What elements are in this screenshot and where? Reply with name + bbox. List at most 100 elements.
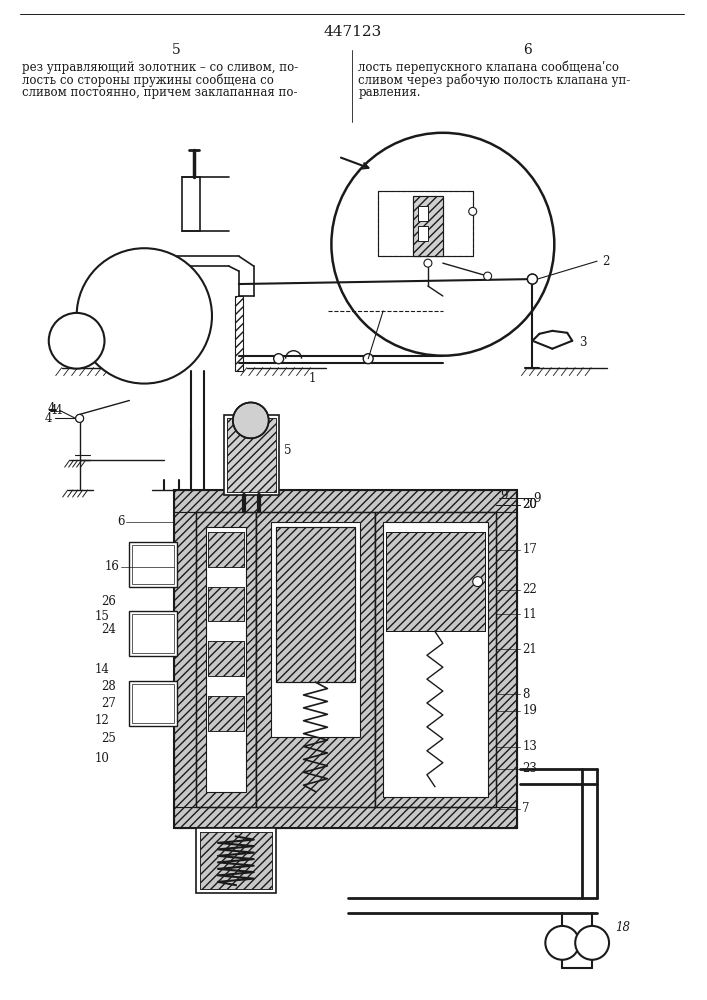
Bar bbox=[174, 512, 196, 807]
Text: 9: 9 bbox=[501, 489, 508, 502]
Text: сливом постоянно, причем заклапанная по-: сливом постоянно, причем заклапанная по- bbox=[22, 86, 298, 99]
Text: 27: 27 bbox=[102, 697, 117, 710]
Bar bbox=[174, 490, 518, 512]
Bar bbox=[129, 681, 177, 726]
Text: 23: 23 bbox=[522, 762, 537, 775]
Bar bbox=[129, 542, 177, 587]
Bar bbox=[208, 532, 244, 567]
Text: 20: 20 bbox=[522, 498, 537, 511]
Circle shape bbox=[473, 577, 483, 587]
Text: ━4: ━4 bbox=[48, 404, 62, 417]
Text: 12: 12 bbox=[95, 714, 110, 727]
Text: 18: 18 bbox=[615, 921, 630, 934]
Bar bbox=[378, 191, 473, 256]
Text: лость перепускного клапана сообщенаʹсо: лость перепускного клапана сообщенаʹсо bbox=[358, 60, 619, 74]
Circle shape bbox=[274, 354, 284, 364]
Circle shape bbox=[332, 133, 554, 356]
Bar bbox=[129, 611, 177, 656]
Bar bbox=[271, 522, 361, 737]
Text: 28: 28 bbox=[102, 680, 117, 693]
Bar bbox=[256, 512, 375, 807]
Bar bbox=[208, 532, 244, 567]
Text: 8: 8 bbox=[522, 688, 530, 701]
Text: 21: 21 bbox=[522, 643, 537, 656]
Text: 5: 5 bbox=[284, 444, 291, 457]
Text: 15: 15 bbox=[95, 610, 110, 623]
Bar bbox=[182, 177, 200, 231]
Circle shape bbox=[484, 272, 491, 280]
Circle shape bbox=[575, 926, 609, 960]
Bar bbox=[208, 696, 244, 731]
Text: 20: 20 bbox=[522, 498, 537, 511]
Bar bbox=[418, 226, 428, 241]
Circle shape bbox=[76, 414, 83, 422]
Circle shape bbox=[545, 926, 579, 960]
Text: 9: 9 bbox=[533, 492, 541, 505]
Bar bbox=[132, 614, 174, 653]
Bar bbox=[256, 512, 375, 807]
Text: 447123: 447123 bbox=[323, 25, 381, 39]
Bar bbox=[208, 587, 244, 621]
Circle shape bbox=[424, 259, 432, 267]
Text: 4: 4 bbox=[45, 412, 52, 425]
Bar bbox=[200, 832, 271, 889]
Text: 1: 1 bbox=[308, 372, 316, 385]
Text: 24: 24 bbox=[102, 623, 117, 636]
Bar bbox=[208, 641, 244, 676]
Bar bbox=[208, 696, 244, 731]
Bar bbox=[227, 418, 276, 492]
Text: 19: 19 bbox=[522, 704, 537, 717]
Circle shape bbox=[76, 248, 212, 384]
Circle shape bbox=[527, 274, 537, 284]
Bar bbox=[383, 522, 488, 797]
Circle shape bbox=[76, 414, 83, 422]
Text: 10: 10 bbox=[95, 752, 110, 765]
Text: рез управляющий золотник – со сливом, по-: рез управляющий золотник – со сливом, по… bbox=[22, 61, 298, 74]
Bar bbox=[386, 532, 484, 631]
Text: лость со стороны пружины сообщена со: лость со стороны пружины сообщена со bbox=[22, 73, 274, 87]
Text: 5: 5 bbox=[172, 43, 180, 57]
Circle shape bbox=[469, 207, 477, 215]
Bar bbox=[208, 587, 244, 621]
Bar bbox=[174, 490, 518, 828]
Bar bbox=[235, 296, 243, 371]
Bar bbox=[378, 191, 473, 256]
Text: 6: 6 bbox=[117, 515, 124, 528]
Bar bbox=[224, 415, 279, 495]
Bar bbox=[413, 196, 443, 256]
Text: 3: 3 bbox=[579, 336, 587, 349]
Text: 14: 14 bbox=[95, 663, 110, 676]
Text: 4: 4 bbox=[49, 404, 57, 417]
Text: 4: 4 bbox=[48, 402, 55, 415]
Text: 17: 17 bbox=[522, 543, 537, 556]
Bar bbox=[132, 684, 174, 723]
Bar bbox=[276, 527, 356, 682]
Text: 26: 26 bbox=[102, 595, 117, 608]
Bar bbox=[206, 527, 246, 792]
Circle shape bbox=[49, 313, 105, 369]
Bar bbox=[174, 807, 518, 828]
Text: равления.: равления. bbox=[358, 86, 421, 99]
Text: 22: 22 bbox=[522, 583, 537, 596]
Text: 13: 13 bbox=[522, 740, 537, 753]
Text: 25: 25 bbox=[102, 732, 117, 745]
Text: 6: 6 bbox=[523, 43, 532, 57]
Bar bbox=[496, 512, 518, 807]
Bar bbox=[196, 512, 256, 807]
Bar bbox=[276, 527, 356, 682]
Text: 2: 2 bbox=[602, 255, 609, 268]
Bar bbox=[200, 832, 271, 889]
Bar bbox=[418, 206, 428, 221]
Bar bbox=[227, 418, 276, 492]
Bar bbox=[375, 512, 496, 807]
Circle shape bbox=[527, 274, 537, 284]
Bar bbox=[196, 512, 256, 807]
Circle shape bbox=[233, 402, 269, 438]
Bar bbox=[208, 641, 244, 676]
Text: 16: 16 bbox=[105, 560, 119, 573]
Bar bbox=[375, 512, 496, 807]
Bar bbox=[132, 545, 174, 584]
Bar bbox=[413, 196, 443, 256]
Text: сливом через рабочую полость клапана уп-: сливом через рабочую полость клапана уп- bbox=[358, 73, 631, 87]
Bar bbox=[386, 532, 484, 631]
